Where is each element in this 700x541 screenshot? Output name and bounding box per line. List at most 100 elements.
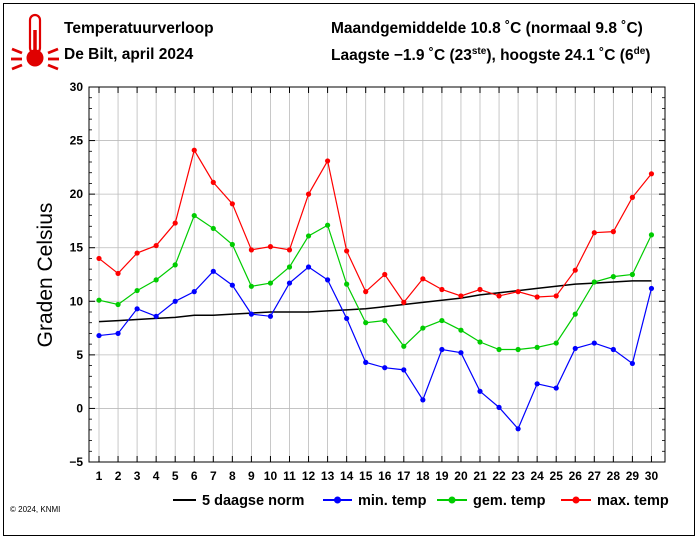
x-tick-label: 3 xyxy=(134,469,141,483)
point-min-temp xyxy=(248,311,254,317)
point-gem-temp xyxy=(96,297,102,303)
point-max-temp xyxy=(286,247,293,253)
point-max-temp xyxy=(610,229,616,235)
point-min-temp xyxy=(648,285,655,292)
y-tick-label: 5 xyxy=(76,348,83,362)
point-max-temp xyxy=(401,299,407,305)
point-min-temp xyxy=(496,404,502,410)
y-tick-label: −5 xyxy=(69,455,83,469)
x-tick-label: 7 xyxy=(210,469,217,483)
point-gem-temp xyxy=(248,283,254,289)
y-tick-label: 0 xyxy=(76,401,83,415)
heat-ray-3 xyxy=(11,63,23,71)
point-max-temp xyxy=(477,286,483,293)
legend: 5 daagse norm min. temp gem. temp max. temp xyxy=(173,493,669,509)
point-min-temp xyxy=(267,313,274,319)
point-min-temp xyxy=(363,359,369,365)
point-max-temp xyxy=(439,286,445,293)
legend-label: 5 daagse norm xyxy=(202,493,304,509)
point-gem-temp xyxy=(134,287,140,294)
point-gem-temp xyxy=(401,343,407,349)
point-max-temp xyxy=(248,247,254,253)
point-gem-temp xyxy=(325,222,331,228)
point-min-temp xyxy=(286,280,293,286)
highest-text: ), hoogste 24.1 ˚C (6 xyxy=(486,47,634,65)
extremes-close: ) xyxy=(645,47,651,65)
thermometer-icon xyxy=(11,13,59,71)
point-gem-temp xyxy=(191,212,197,219)
line-max-temp xyxy=(98,148,652,304)
point-max-temp xyxy=(267,244,274,250)
point-min-temp xyxy=(153,313,159,319)
thermometer-bulb xyxy=(26,49,44,67)
y-axis-label: Graden Celsius xyxy=(34,203,57,348)
point-gem-temp xyxy=(534,344,540,350)
series-max-temp xyxy=(96,147,655,305)
x-tick-label: 24 xyxy=(530,469,544,483)
point-max-temp xyxy=(153,242,159,249)
point-max-temp xyxy=(325,158,331,164)
series-min-temp xyxy=(96,264,655,432)
x-tick-label: 14 xyxy=(340,469,354,483)
point-gem-temp xyxy=(572,311,578,317)
point-min-temp xyxy=(610,346,616,353)
data-series xyxy=(96,147,655,432)
y-tick-label: 20 xyxy=(70,187,84,201)
legend-item-gem-temp: gem. temp xyxy=(437,493,546,509)
x-tick-label: 28 xyxy=(607,469,621,483)
legend-item-min-temp: min. temp xyxy=(323,493,427,509)
chart-subtitle: De Bilt, april 2024 xyxy=(64,46,194,63)
x-tick-label: 27 xyxy=(588,469,602,483)
point-gem-temp xyxy=(267,280,274,286)
point-max-temp xyxy=(363,289,369,295)
y-tick-label: 15 xyxy=(70,241,84,255)
legend-marker xyxy=(572,496,580,504)
legend-marker xyxy=(334,496,341,504)
point-gem-temp xyxy=(420,325,426,331)
point-max-temp xyxy=(420,276,426,282)
x-tick-label: 5 xyxy=(172,469,179,483)
point-max-temp xyxy=(629,194,636,200)
x-tick-label: 25 xyxy=(550,469,564,483)
point-gem-temp xyxy=(496,346,502,353)
point-min-temp xyxy=(325,277,331,283)
x-tick-label: 17 xyxy=(397,469,411,483)
point-gem-temp xyxy=(477,339,483,345)
legend-label: min. temp xyxy=(358,493,427,509)
x-tick-label: 9 xyxy=(248,469,255,483)
point-min-temp xyxy=(382,365,388,371)
y-tick-label: 30 xyxy=(70,80,84,94)
point-max-temp xyxy=(210,179,216,185)
point-min-temp xyxy=(477,388,483,394)
legend-item-5-daagse-norm: 5 daagse norm xyxy=(173,493,304,509)
x-tick-label: 2 xyxy=(115,469,122,483)
plot-area xyxy=(88,86,666,463)
heat-ray-1 xyxy=(11,47,23,55)
x-tick-label: 13 xyxy=(321,469,335,483)
line-gem-temp xyxy=(98,214,652,351)
point-min-temp xyxy=(229,282,235,288)
point-max-temp xyxy=(172,220,178,226)
point-min-temp xyxy=(515,426,521,432)
point-min-temp xyxy=(591,340,597,346)
point-gem-temp xyxy=(210,225,216,232)
legend-item-max-temp: max. temp xyxy=(561,493,669,509)
x-tick-label: 4 xyxy=(153,469,160,483)
x-tick-label: 29 xyxy=(626,469,640,483)
x-tick-label: 11 xyxy=(283,469,296,483)
x-tick-label: 6 xyxy=(191,469,198,483)
point-max-temp xyxy=(344,248,350,254)
y-tick-label: 25 xyxy=(70,134,84,148)
series-gem-temp xyxy=(96,212,655,353)
point-gem-temp xyxy=(115,301,121,308)
legend-label: max. temp xyxy=(597,493,669,509)
point-max-temp xyxy=(458,293,464,299)
point-min-temp xyxy=(420,397,426,403)
point-min-temp xyxy=(344,315,350,322)
extremes-stat: Laagste −1.9 ˚C (23ste), hoogste 24.1 ˚C… xyxy=(331,46,650,65)
point-min-temp xyxy=(172,298,178,304)
legend-label: gem. temp xyxy=(473,493,546,509)
point-gem-temp xyxy=(286,264,293,270)
